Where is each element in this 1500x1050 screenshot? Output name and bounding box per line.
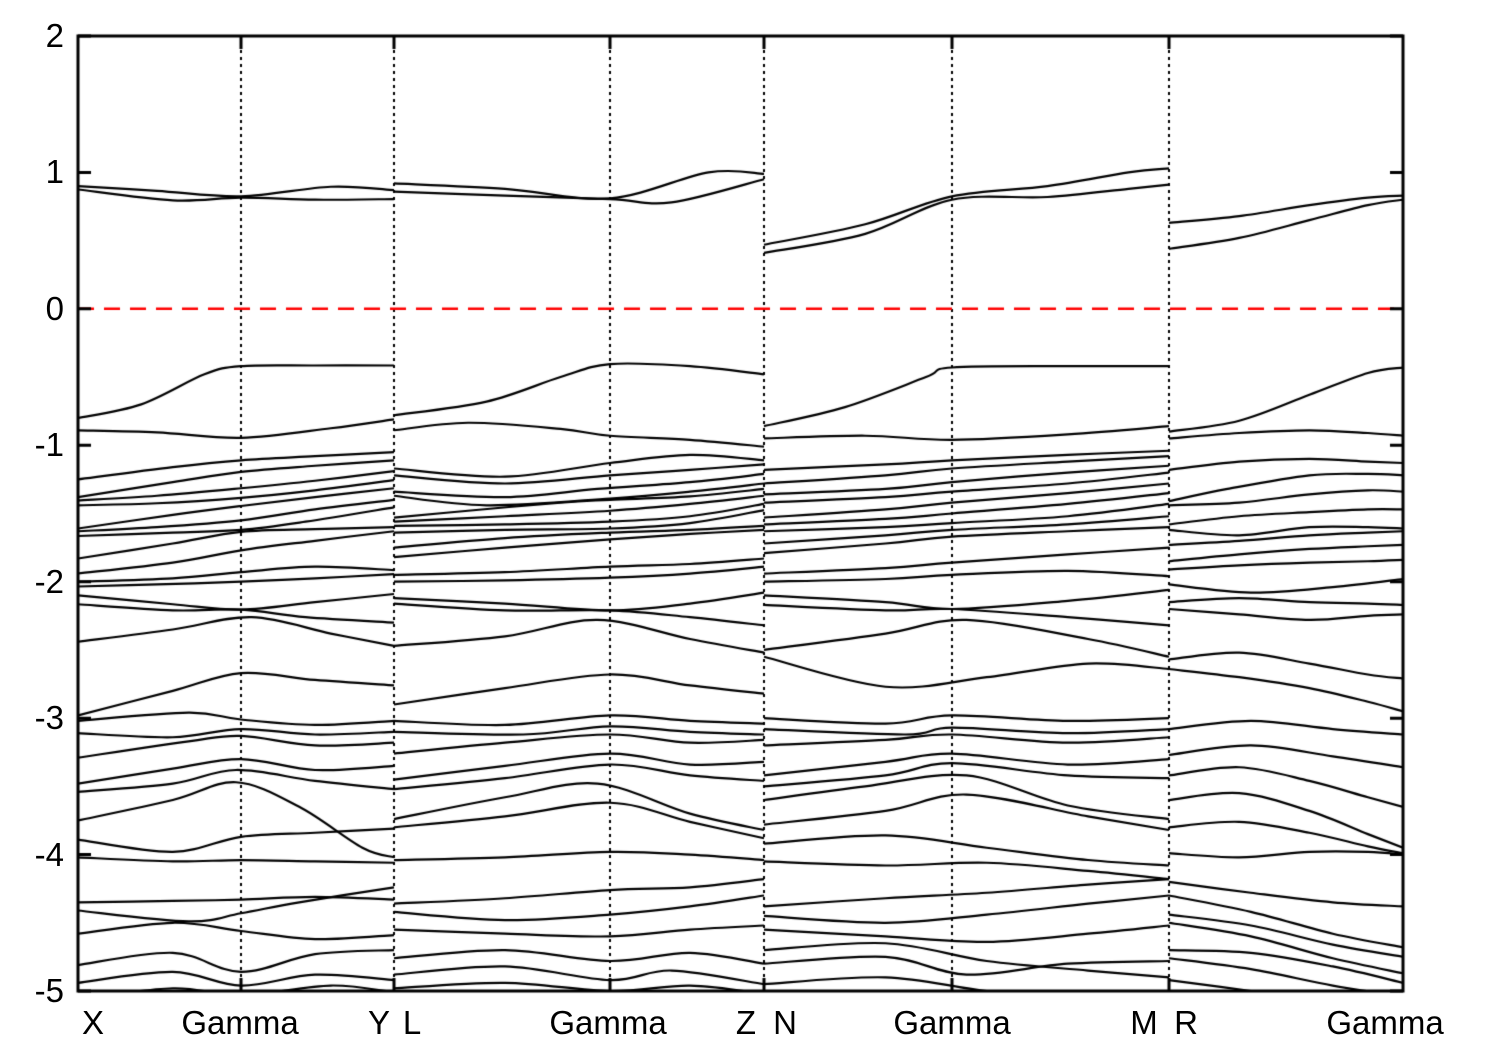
x-kpoint-label-1-Gamma: Gamma	[181, 1004, 299, 1041]
x-kpoint-label-3-L: L	[402, 1004, 422, 1041]
x-kpoint-label-7-Gamma: Gamma	[893, 1004, 1011, 1041]
x-kpoint-label-5-Z: Z	[735, 1004, 757, 1041]
x-kpoint-label-10-Gamma: Gamma	[1326, 1004, 1444, 1041]
y-tick-label--1: -1	[34, 426, 64, 464]
y-tick-label--2: -2	[34, 562, 64, 600]
y-tick-label-0: 0	[45, 289, 64, 327]
x-kpoint-label-6-N: N	[773, 1004, 797, 1041]
x-kpoint-label-0-X: X	[81, 1004, 105, 1041]
y-tick-label--4: -4	[34, 835, 64, 873]
y-tick-label-2: 2	[45, 17, 64, 54]
y-tick-label-1: 1	[45, 153, 64, 191]
x-kpoint-label-4-Gamma: Gamma	[549, 1004, 667, 1041]
y-tick-label--5: -5	[34, 972, 64, 1009]
x-kpoint-label-8-M: M	[1130, 1004, 1158, 1041]
x-kpoint-label-2-Y: Y	[367, 1004, 391, 1041]
y-tick-label--3: -3	[34, 699, 64, 737]
x-kpoint-label-9-R: R	[1174, 1004, 1198, 1041]
